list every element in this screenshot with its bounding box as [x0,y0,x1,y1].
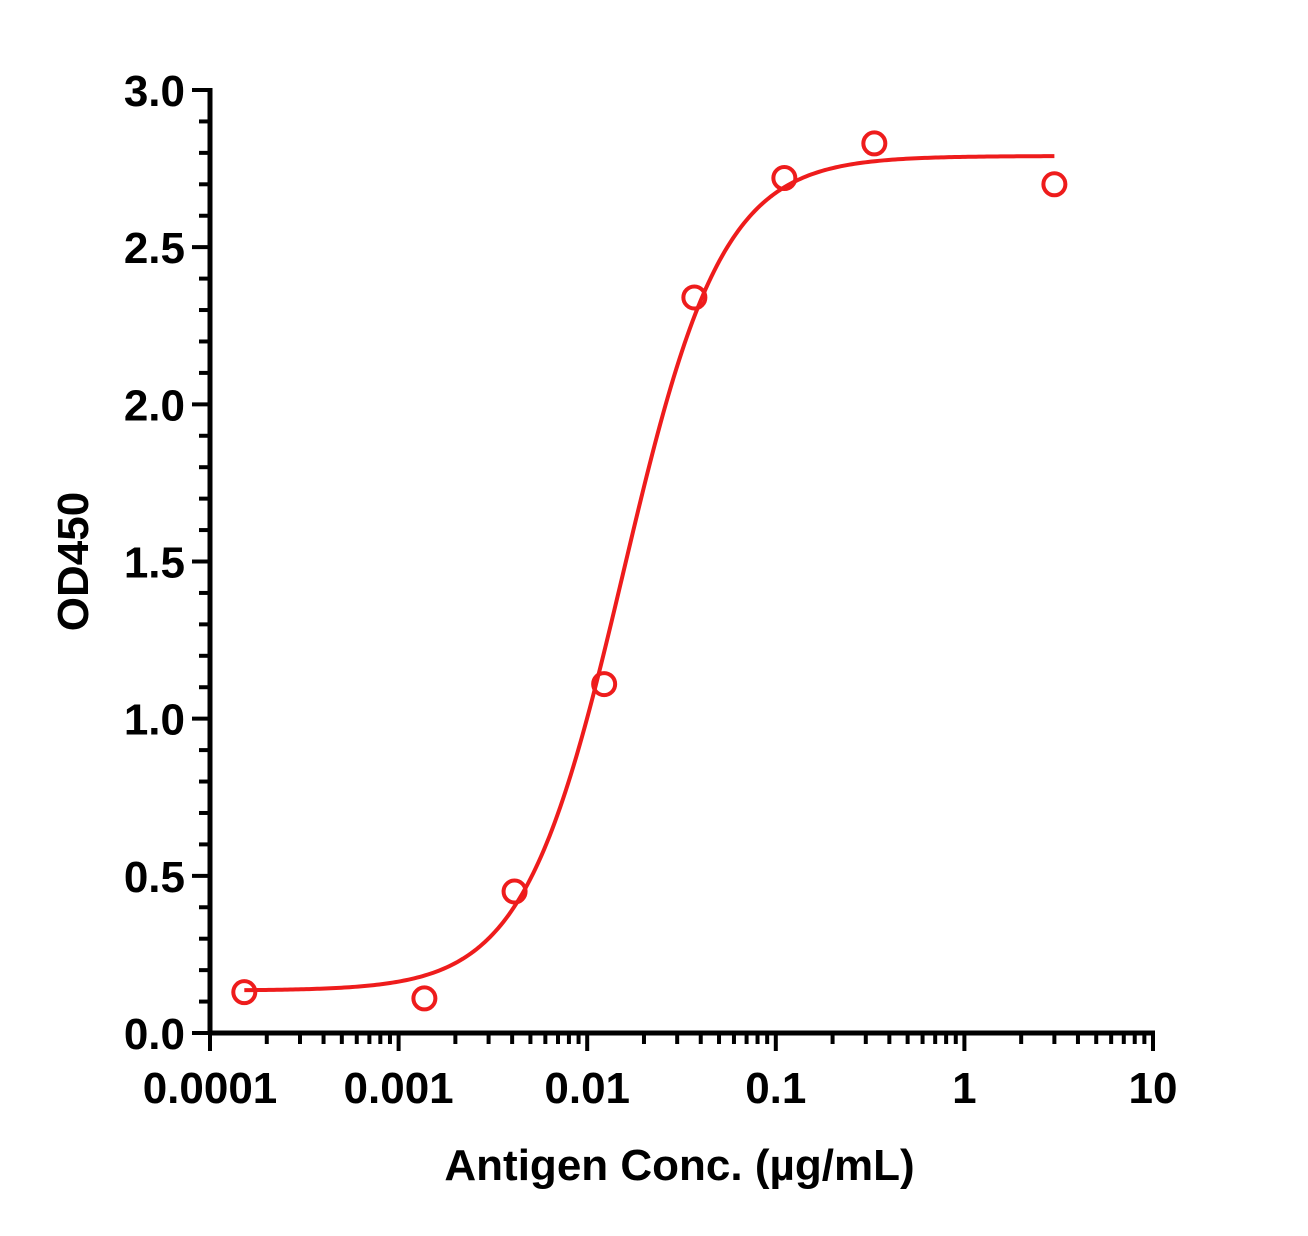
y-tick-label: 1.5 [124,539,185,588]
data-point [681,284,708,311]
y-axis-ticks [192,88,210,1035]
data-point [231,979,258,1006]
fit-curve [244,154,1055,993]
x-tick-label: 0.001 [344,1064,454,1113]
y-tick-label: 2.0 [124,381,185,430]
x-tick-label: 0.1 [745,1064,806,1113]
x-tick-label: 0.01 [544,1064,630,1113]
y-tick-label: 3.0 [124,67,185,116]
x-tick-label: 10 [1129,1064,1178,1113]
x-axis-ticks [208,1033,1155,1051]
data-point [501,878,528,905]
x-axis-tick-labels: 0.0001 0.001 0.01 0.1 1 10 [143,1064,1178,1113]
y-axis-title: OD450 [49,492,98,631]
axes [207,88,1155,1036]
y-tick-label: 0.5 [124,853,185,902]
x-axis-title: Antigen Conc. (µg/mL) [444,1141,914,1190]
y-axis-tick-labels: 0.0 0.5 1.0 1.5 2.0 2.5 3.0 [124,67,185,1059]
data-point [861,130,888,157]
x-tick-label: 0.0001 [143,1064,278,1113]
x-tick-label: 1 [952,1064,976,1113]
y-tick-label: 0.0 [124,1010,185,1059]
plot-area [231,130,1068,1012]
data-point [1041,171,1068,198]
data-point [411,985,438,1012]
data-point [591,671,618,698]
data-point [771,165,798,192]
y-tick-label: 1.0 [124,696,185,745]
y-tick-label: 2.5 [124,224,185,273]
